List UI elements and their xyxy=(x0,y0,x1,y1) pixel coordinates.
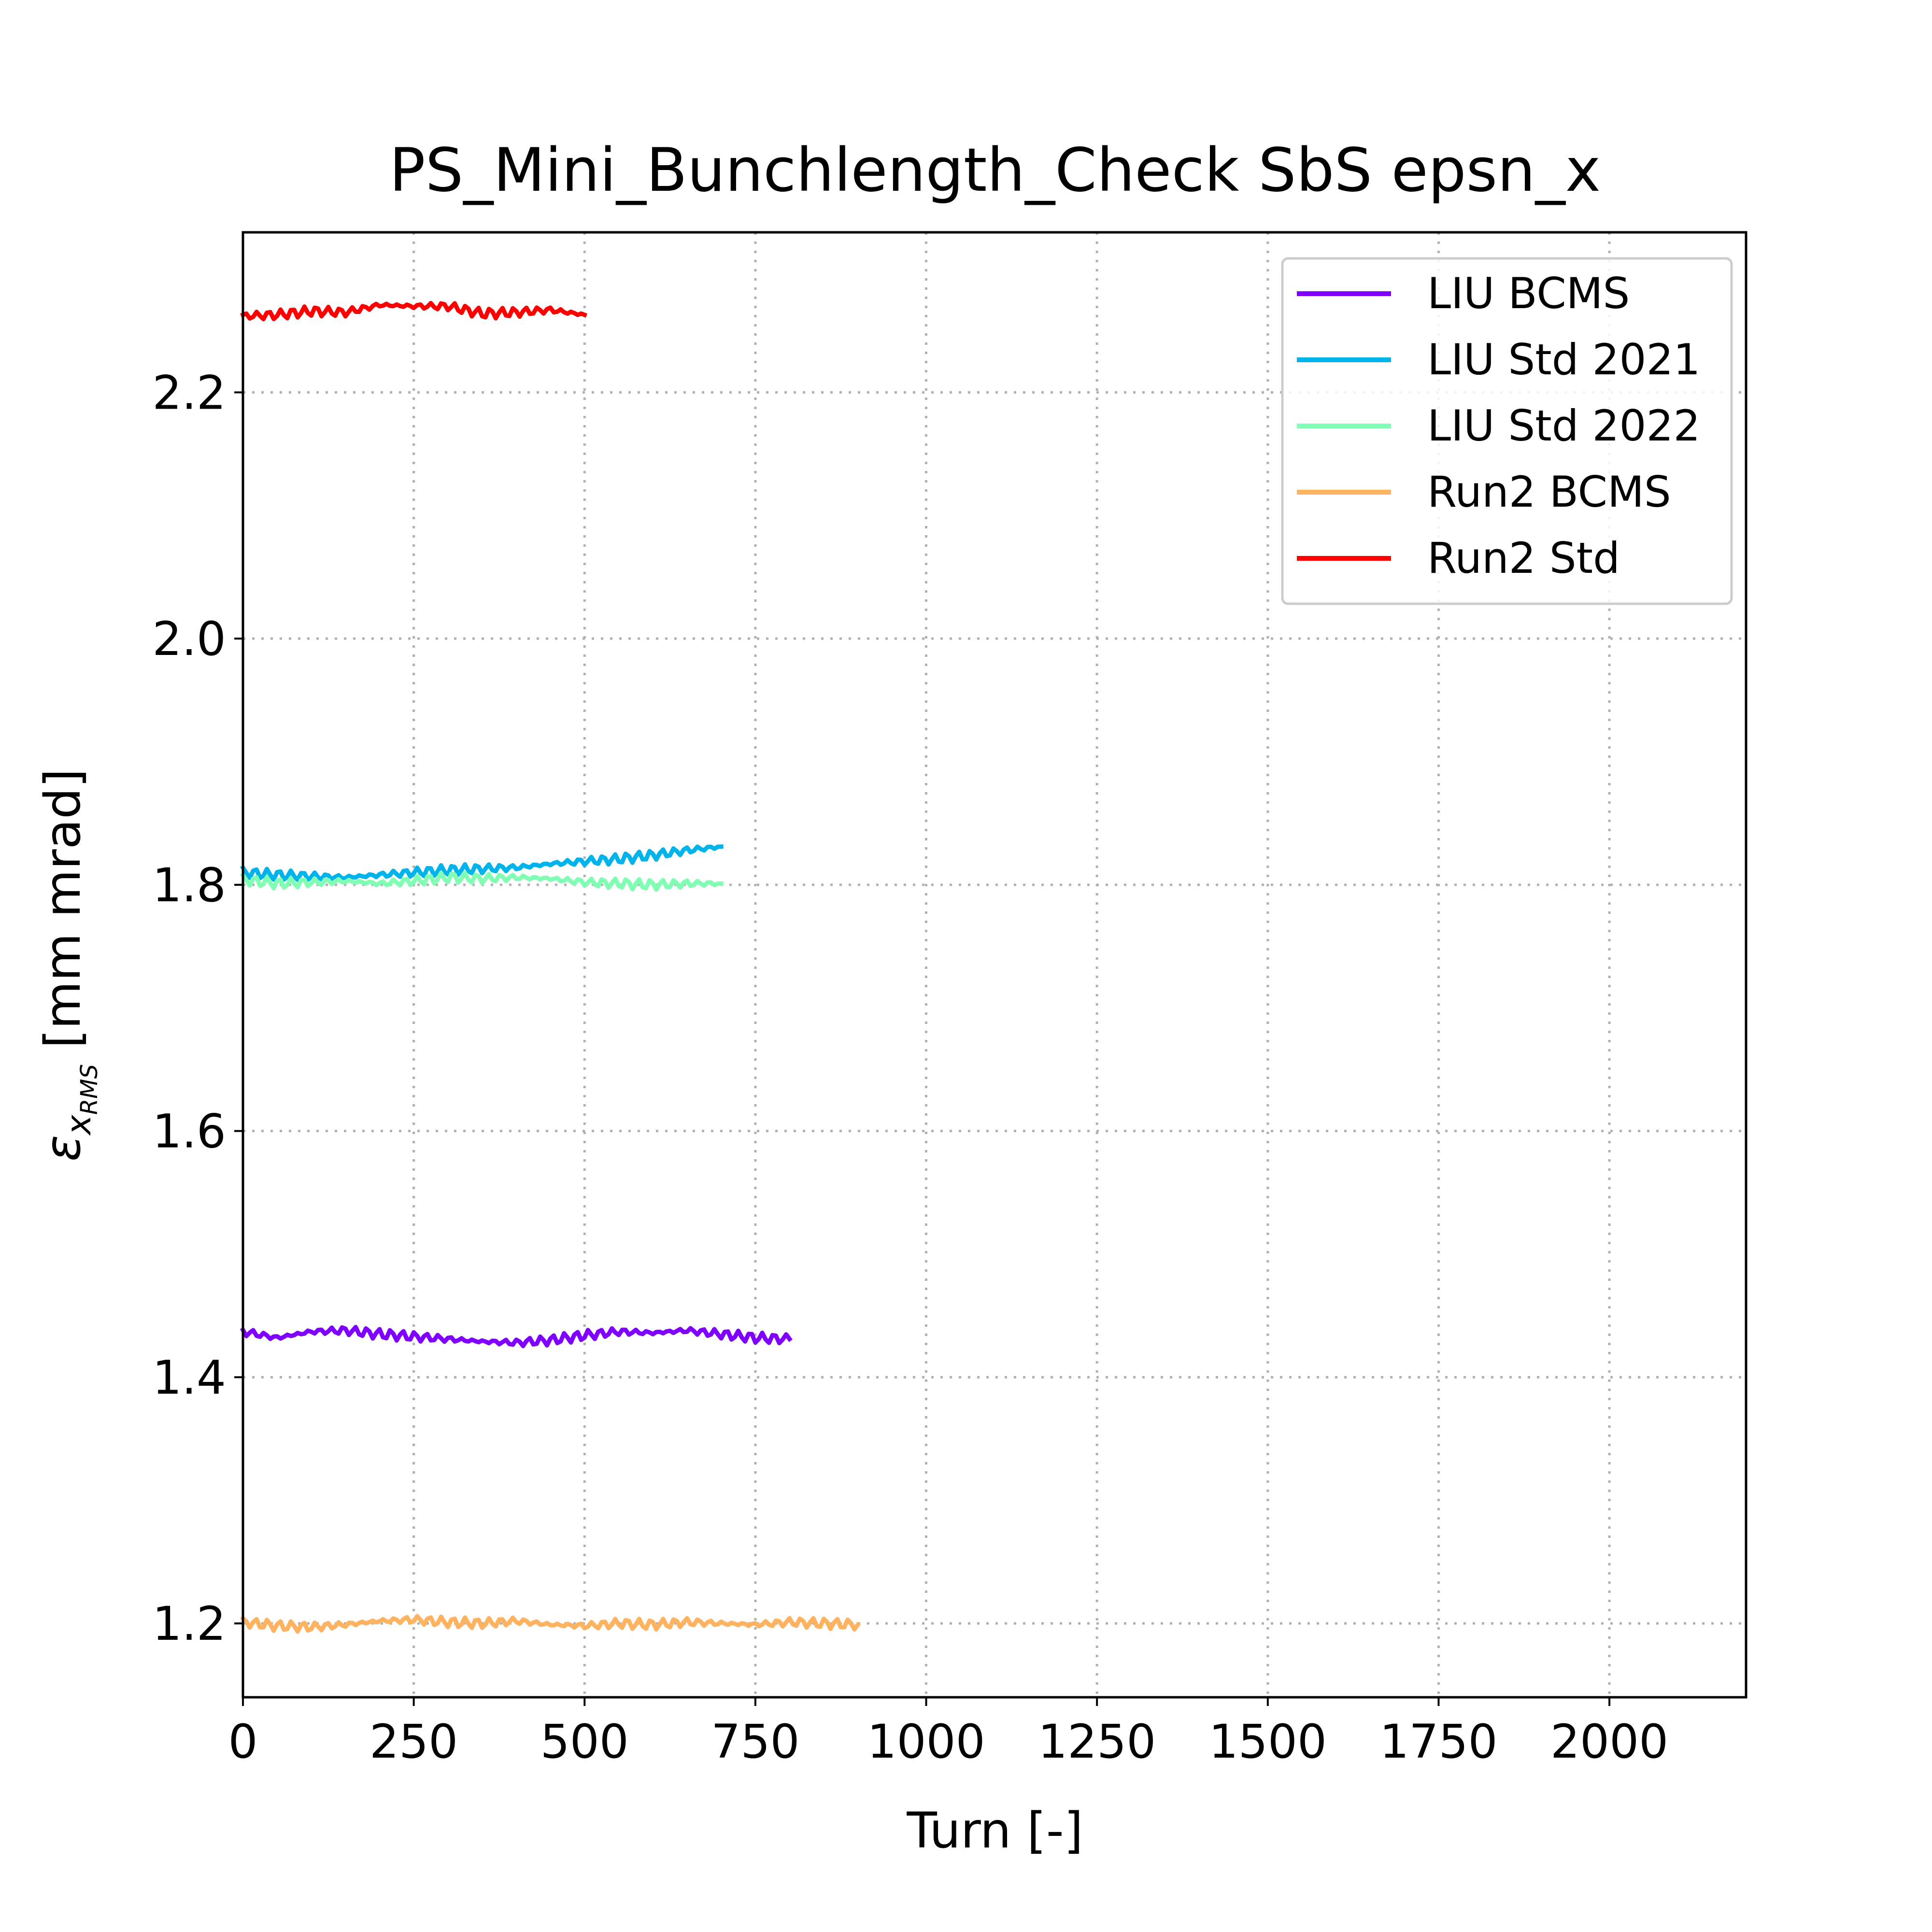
x-tick-label: 250 xyxy=(369,1715,458,1769)
y-axis: 1.2 1.4 1.6 1.8 2.0 2.2 xyxy=(152,366,243,1651)
chart-title: PS_Mini_Bunchlength_Check SbS epsn_x xyxy=(389,136,1601,205)
x-axis: 0 250 500 750 1000 1250 1500 1750 2000 xyxy=(228,1697,1668,1769)
x-tick-label: 1500 xyxy=(1209,1715,1327,1769)
x-tick-label: 500 xyxy=(540,1715,629,1769)
y-axis-label-sub: x xyxy=(59,1115,99,1136)
legend-label-liu-std-2021: LIU Std 2021 xyxy=(1427,335,1701,384)
series-line-run2-bcms xyxy=(240,1614,861,1634)
legend-box xyxy=(1281,257,1733,605)
y-tick-label: 1.4 xyxy=(152,1350,226,1405)
x-tick-label: 1000 xyxy=(867,1715,985,1769)
x-tick-label: 0 xyxy=(228,1715,257,1769)
y-tick-label: 2.2 xyxy=(152,366,226,420)
x-tick-label: 2000 xyxy=(1550,1715,1668,1769)
y-axis-label-subsub: RMS xyxy=(76,1064,103,1115)
series-line-liu-std-2022 xyxy=(240,870,724,892)
x-tick-label: 750 xyxy=(711,1715,799,1769)
plot-frame xyxy=(242,231,1747,1699)
x-axis-label: Turn [-] xyxy=(906,1802,1083,1860)
y-axis-label-symbol: ε xyxy=(34,1135,92,1162)
series-line-liu-bcms xyxy=(240,1325,793,1349)
y-tick-label: 2.0 xyxy=(152,612,226,666)
series-layer xyxy=(240,301,861,1634)
x-tick-label: 1750 xyxy=(1379,1715,1497,1769)
legend-label-liu-bcms: LIU BCMS xyxy=(1427,269,1630,318)
y-axis-label-unit: [mm mrad] xyxy=(34,768,92,1064)
legend-label-run2-bcms: Run2 BCMS xyxy=(1427,467,1671,517)
y-tick-label: 1.8 xyxy=(152,858,226,912)
x-tick-label: 1250 xyxy=(1038,1715,1156,1769)
legend-label-run2-std: Run2 Std xyxy=(1427,533,1620,583)
y-axis-label: εxRMS [mm mrad] xyxy=(34,768,103,1162)
series-line-run2-std xyxy=(240,301,588,322)
y-tick-label: 1.2 xyxy=(152,1597,226,1651)
y-tick-label: 1.6 xyxy=(152,1105,226,1159)
legend: LIU BCMS LIU Std 2021 LIU Std 2022 Run2 BCM… xyxy=(1281,257,1733,605)
series-line-liu-std-2021 xyxy=(240,844,724,882)
legend-label-liu-std-2022: LIU Std 2022 xyxy=(1427,401,1701,451)
